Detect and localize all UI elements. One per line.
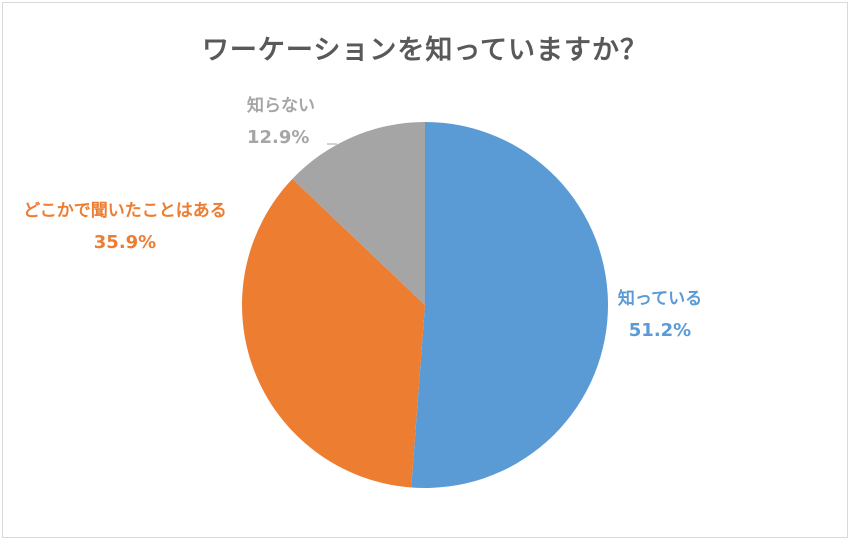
- label-heard-name: どこかで聞いたことはある: [23, 201, 227, 221]
- label-heard-pct: 35.9%: [93, 232, 157, 253]
- label-known-pct: 51.2%: [628, 320, 692, 341]
- label-unknown-name: 知らない: [247, 96, 315, 116]
- slice-heard: [242, 178, 425, 488]
- label-known: 知っている 51.2%: [610, 283, 710, 347]
- label-unknown: 知らない 12.9%: [247, 90, 315, 154]
- label-known-name: 知っている: [617, 289, 703, 309]
- label-unknown-pct: 12.9%: [247, 127, 310, 148]
- chart-title: ワーケーションを知っていますか？: [201, 35, 649, 66]
- slice-unknown: [292, 122, 425, 305]
- label-heard: どこかで聞いたことはある 35.9%: [20, 195, 230, 259]
- slice-known: [411, 122, 608, 488]
